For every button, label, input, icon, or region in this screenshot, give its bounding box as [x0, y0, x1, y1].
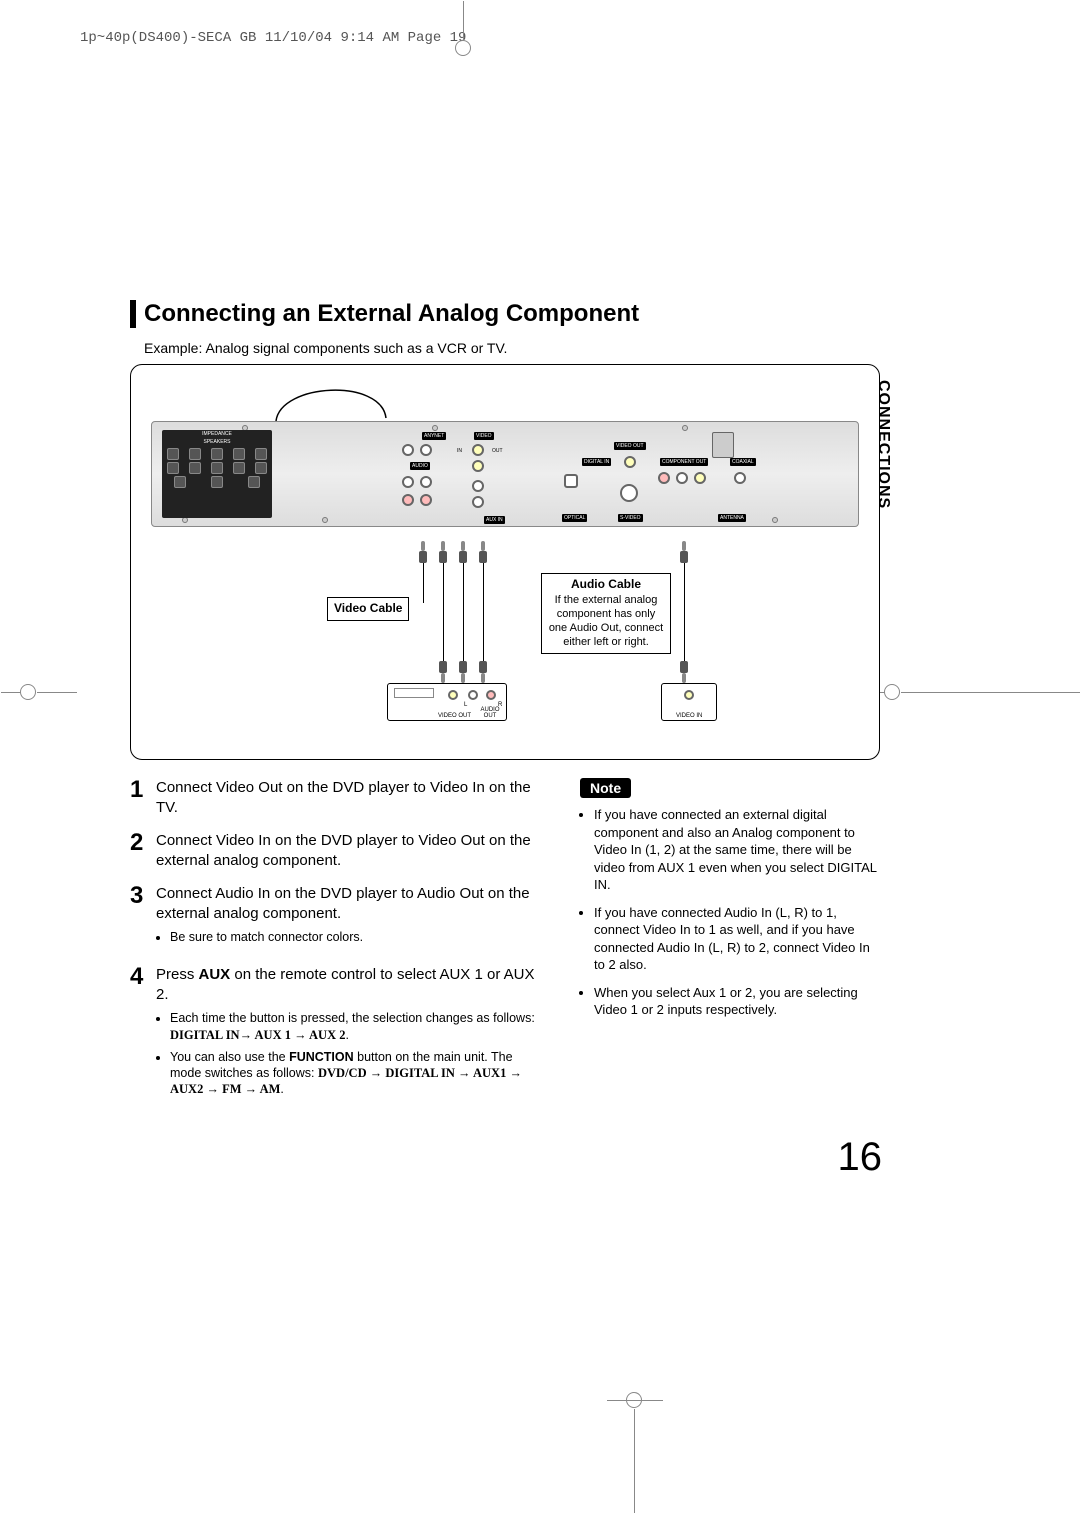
tv-device: VIDEO IN	[661, 683, 717, 721]
vcr-device: L R VIDEO OUT AUDIO OUT	[387, 683, 507, 721]
digitalin-label: DIGITAL IN	[582, 458, 611, 466]
audio-cable-callout: Audio Cable If the external analog compo…	[541, 573, 671, 654]
note-badge: Note	[580, 778, 631, 798]
in-label: IN	[457, 448, 462, 454]
rear-panel: IMPEDANCE SPEAKERS ANYNET VIDEO IN OUT A…	[151, 421, 859, 527]
componentout-label: COMPONENT OUT	[660, 458, 708, 466]
page-title: Connecting an External Analog Component	[144, 300, 880, 328]
plug-icon	[418, 541, 428, 563]
auxin-label: AUX IN	[484, 516, 505, 524]
step-sub-item: Be sure to match connector colors.	[170, 929, 540, 945]
video-label: VIDEO	[474, 432, 494, 440]
impedance-label: IMPEDANCE	[162, 430, 272, 438]
step-text: Connect Video In on the DVD player to Vi…	[156, 831, 540, 870]
coaxial-label: COAXIAL	[730, 458, 756, 466]
page-content: Connecting an External Analog Component …	[130, 300, 880, 1178]
plug-icon	[679, 661, 689, 683]
note-list: If you have connected an external digita…	[580, 806, 880, 1019]
anynet-label: ANYNET	[422, 432, 446, 440]
crop-mark-right	[884, 684, 900, 700]
note-column: Note If you have connected an external d…	[580, 778, 880, 1118]
l-label: L	[464, 702, 467, 708]
step-number: 3	[130, 884, 156, 951]
vcr-audioout-label: AUDIO OUT	[474, 707, 506, 719]
step-3: 3 Connect Audio In on the DVD player to …	[130, 884, 540, 951]
print-header: 1p~40p(DS400)-SECA GB 11/10/04 9:14 AM P…	[80, 30, 466, 46]
plug-icon	[458, 541, 468, 563]
plug-icon	[458, 661, 468, 683]
steps-column: 1 Connect Video Out on the DVD player to…	[130, 778, 540, 1118]
videoout-label: VIDEO OUT	[614, 442, 646, 450]
video-cable-callout: Video Cable	[327, 597, 409, 621]
vcr-videoout-label: VIDEO OUT	[438, 713, 471, 719]
connection-diagram: IMPEDANCE SPEAKERS ANYNET VIDEO IN OUT A…	[130, 364, 880, 760]
audio-label: AUDIO	[410, 462, 430, 470]
note-item: When you select Aux 1 or 2, you are sele…	[594, 984, 880, 1019]
cable-arc-icon	[271, 373, 391, 423]
crop-mark-left	[20, 684, 36, 700]
note-item: If you have connected Audio In (L, R) to…	[594, 904, 880, 974]
crop-mark-bottom	[626, 1392, 642, 1408]
tv-videoin-label: VIDEO IN	[676, 713, 702, 719]
step-4: 4 Press AUX on the remote control to sel…	[130, 965, 540, 1103]
optical-label: OPTICAL	[562, 514, 587, 522]
video-cable-label: Video Cable	[334, 601, 402, 615]
step-1: 1 Connect Video Out on the DVD player to…	[130, 778, 540, 817]
title-bar: Connecting an External Analog Component	[130, 300, 880, 328]
step-sub-item: You can also use the FUNCTION button on …	[170, 1049, 540, 1098]
body-columns: 1 Connect Video Out on the DVD player to…	[130, 778, 880, 1118]
step-2: 2 Connect Video In on the DVD player to …	[130, 831, 540, 870]
speakers-label: SPEAKERS	[162, 438, 272, 446]
crop-mark-top	[455, 40, 471, 56]
am-terminal-icon	[712, 432, 734, 458]
step-sub-item: Each time the button is pressed, the sel…	[170, 1010, 540, 1043]
audio-cable-title: Audio Cable	[548, 577, 664, 593]
svideo-label: S-VIDEO	[618, 514, 643, 522]
plug-icon	[478, 541, 488, 563]
plug-icon	[438, 661, 448, 683]
audio-cable-body: If the external analog component has onl…	[548, 593, 664, 650]
plug-icon	[478, 661, 488, 683]
antenna-label: ANTENNA	[718, 514, 746, 522]
step-text: Press AUX on the remote control to selec…	[156, 965, 540, 1103]
step-text: Connect Audio In on the DVD player to Au…	[156, 884, 540, 951]
speaker-terminal-block: IMPEDANCE SPEAKERS	[162, 430, 272, 518]
note-item: If you have connected an external digita…	[594, 806, 880, 894]
step-number: 2	[130, 831, 156, 870]
plug-icon	[679, 541, 689, 563]
subtitle: Example: Analog signal components such a…	[144, 340, 880, 356]
step-text: Connect Video Out on the DVD player to V…	[156, 778, 540, 817]
page-number: 16	[838, 1135, 883, 1180]
plug-icon	[438, 541, 448, 563]
out-label: OUT	[492, 448, 503, 454]
step-number: 1	[130, 778, 156, 817]
step-number: 4	[130, 965, 156, 1103]
